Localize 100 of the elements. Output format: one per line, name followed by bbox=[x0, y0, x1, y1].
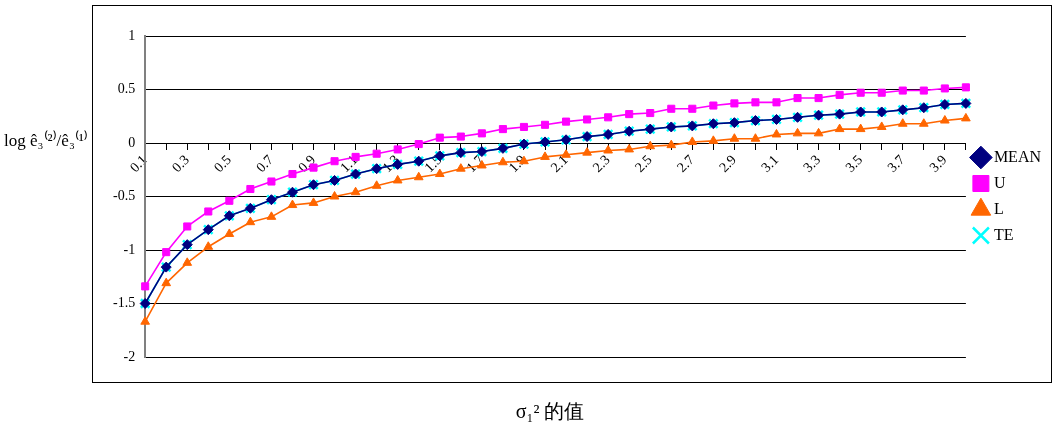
point bbox=[940, 115, 950, 124]
point bbox=[350, 186, 361, 196]
y-tick-label: -1.5 bbox=[112, 295, 136, 311]
point bbox=[771, 128, 782, 138]
x-tick-label: 3.3 bbox=[800, 152, 824, 176]
point bbox=[667, 104, 676, 113]
point bbox=[329, 191, 340, 200]
point bbox=[519, 122, 528, 131]
point bbox=[708, 135, 719, 144]
point bbox=[730, 99, 739, 108]
point bbox=[624, 143, 635, 153]
point bbox=[288, 169, 297, 179]
point bbox=[266, 211, 277, 220]
point bbox=[688, 104, 697, 113]
y-tick-label: 1 bbox=[128, 27, 136, 43]
point bbox=[709, 101, 718, 110]
x-tick-label: 0.3 bbox=[168, 152, 192, 176]
point bbox=[161, 277, 172, 287]
point bbox=[897, 118, 908, 127]
point bbox=[140, 316, 150, 325]
point bbox=[245, 216, 256, 226]
point bbox=[625, 110, 634, 119]
point bbox=[182, 257, 193, 266]
y-tick-label: 0 bbox=[128, 134, 136, 150]
point bbox=[940, 84, 949, 93]
point bbox=[308, 197, 319, 206]
x-tick-label: 0.7 bbox=[253, 152, 277, 176]
point bbox=[435, 133, 444, 142]
point bbox=[729, 133, 740, 142]
point bbox=[372, 149, 381, 158]
y-tick-label: -0.5 bbox=[112, 188, 136, 204]
point bbox=[456, 163, 466, 172]
x-tick-label: 0.5 bbox=[211, 152, 235, 176]
point bbox=[477, 129, 486, 138]
point bbox=[792, 127, 803, 137]
x-tick-label: 2.3 bbox=[589, 152, 613, 176]
point bbox=[204, 207, 213, 216]
x-axis-title: σ₁² 的值 bbox=[514, 399, 586, 424]
point bbox=[393, 145, 402, 154]
point bbox=[225, 196, 234, 205]
y-tick-label: 0.5 bbox=[117, 81, 136, 97]
point bbox=[898, 86, 907, 95]
point bbox=[414, 140, 423, 149]
point bbox=[162, 248, 171, 257]
point bbox=[834, 123, 845, 133]
y-axis-title: log ê₃⁽²⁾/ê₃⁽¹⁾ bbox=[3, 130, 89, 152]
point bbox=[646, 109, 655, 118]
y-tick-label: -1 bbox=[123, 241, 136, 257]
point bbox=[856, 88, 865, 97]
x-tick-label: 3.1 bbox=[758, 152, 782, 176]
point bbox=[750, 133, 761, 142]
x-tick-label: 2.5 bbox=[631, 152, 655, 176]
point bbox=[287, 199, 298, 209]
point bbox=[877, 88, 886, 97]
x-tick-label: 1.1 bbox=[337, 152, 361, 176]
x-tick-label: 2.9 bbox=[716, 152, 740, 176]
point bbox=[371, 180, 382, 189]
point bbox=[772, 98, 781, 107]
point bbox=[456, 132, 465, 141]
point bbox=[961, 83, 970, 92]
point bbox=[183, 222, 192, 231]
point bbox=[583, 115, 592, 124]
point bbox=[961, 112, 971, 122]
point bbox=[687, 136, 698, 145]
point bbox=[876, 121, 887, 130]
point bbox=[751, 98, 760, 107]
point bbox=[246, 184, 255, 194]
point bbox=[330, 157, 339, 166]
point bbox=[855, 123, 866, 133]
x-tick-label: 3.7 bbox=[884, 152, 908, 176]
y-tick-label: -2 bbox=[123, 348, 136, 364]
legend-label: TE bbox=[993, 225, 1014, 243]
x-tick-label: 1.7 bbox=[463, 152, 487, 176]
point bbox=[582, 147, 592, 156]
legend-label: L bbox=[993, 199, 1004, 217]
point bbox=[540, 151, 550, 160]
legend-label: MEAN bbox=[993, 147, 1042, 165]
point bbox=[224, 228, 235, 237]
x-tick-label: 0.9 bbox=[295, 152, 319, 176]
x-tick-label: 2.1 bbox=[547, 152, 571, 176]
point bbox=[498, 125, 507, 134]
point bbox=[392, 174, 403, 184]
point bbox=[793, 94, 802, 103]
x-tick-label: 3.9 bbox=[926, 152, 950, 176]
point bbox=[203, 241, 214, 250]
point bbox=[141, 282, 150, 291]
point bbox=[498, 156, 508, 166]
point bbox=[604, 113, 613, 122]
point bbox=[645, 140, 656, 150]
legend-label: U bbox=[993, 173, 1006, 191]
point bbox=[562, 117, 571, 126]
point bbox=[267, 177, 276, 186]
point bbox=[835, 90, 844, 99]
point bbox=[813, 127, 824, 137]
point bbox=[413, 171, 424, 181]
x-tick-label: 3.5 bbox=[842, 152, 866, 176]
point bbox=[814, 94, 823, 103]
point bbox=[918, 118, 929, 127]
point bbox=[603, 144, 613, 154]
point bbox=[666, 139, 677, 149]
